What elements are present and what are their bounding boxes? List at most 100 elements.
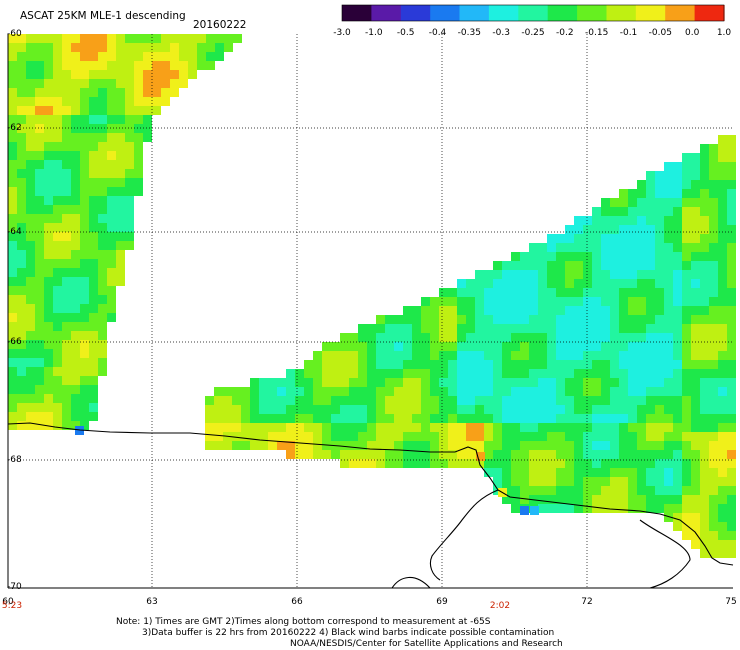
wind-data-cell bbox=[682, 531, 691, 540]
wind-data-cell bbox=[430, 297, 439, 306]
wind-data-cell bbox=[610, 243, 619, 252]
wind-data-cell bbox=[691, 243, 700, 252]
wind-data-cell bbox=[583, 369, 592, 378]
wind-data-cell bbox=[44, 223, 53, 232]
wind-data-cell bbox=[134, 52, 143, 61]
wind-data-cell bbox=[475, 270, 484, 279]
wind-data-cell bbox=[493, 306, 502, 315]
wind-data-cell bbox=[98, 214, 107, 223]
wind-data-cell bbox=[511, 252, 520, 261]
wind-data-cell bbox=[547, 261, 556, 270]
wind-data-cell bbox=[98, 349, 107, 358]
wind-data-cell bbox=[71, 160, 80, 169]
wind-data-cell bbox=[700, 297, 709, 306]
wind-data-cell bbox=[8, 376, 17, 385]
wind-data-cell bbox=[394, 423, 403, 432]
wind-data-cell bbox=[538, 306, 547, 315]
wind-data-cell bbox=[44, 358, 53, 367]
wind-data-cell bbox=[295, 414, 304, 423]
wind-data-cell bbox=[511, 414, 520, 423]
wind-data-cell bbox=[8, 412, 17, 421]
wind-data-cell bbox=[718, 495, 727, 504]
wind-data-cell bbox=[439, 450, 448, 459]
wind-data-cell bbox=[53, 376, 62, 385]
wind-data-cell bbox=[502, 351, 511, 360]
wind-data-cell bbox=[574, 432, 583, 441]
wind-data-cell bbox=[134, 88, 143, 97]
wind-data-cell bbox=[232, 441, 241, 450]
wind-data-cell bbox=[493, 468, 502, 477]
wind-data-cell bbox=[71, 385, 80, 394]
wind-data-cell bbox=[268, 378, 277, 387]
wind-data-cell bbox=[565, 279, 574, 288]
wind-data-cell bbox=[664, 162, 673, 171]
wind-data-cell bbox=[44, 142, 53, 151]
wind-data-cell bbox=[646, 495, 655, 504]
wind-data-cell bbox=[520, 315, 529, 324]
wind-data-cell bbox=[592, 360, 601, 369]
wind-data-cell bbox=[718, 351, 727, 360]
wind-data-cell bbox=[565, 450, 574, 459]
wind-data-cell bbox=[691, 333, 700, 342]
wind-data-cell bbox=[601, 243, 610, 252]
wind-data-cell bbox=[89, 178, 98, 187]
wind-data-cell bbox=[286, 396, 295, 405]
wind-data-cell bbox=[268, 432, 277, 441]
wind-data-cell bbox=[466, 396, 475, 405]
wind-data-cell bbox=[44, 106, 53, 115]
wind-data-cell bbox=[394, 378, 403, 387]
wind-data-cell bbox=[511, 270, 520, 279]
wind-data-cell bbox=[502, 450, 511, 459]
wind-data-cell bbox=[8, 61, 17, 70]
wind-data-cell bbox=[610, 468, 619, 477]
wind-data-cell bbox=[26, 52, 35, 61]
wind-map bbox=[0, 0, 740, 650]
wind-data-cell bbox=[62, 133, 71, 142]
wind-data-cell bbox=[53, 151, 62, 160]
wind-data-cell bbox=[349, 351, 358, 360]
wind-data-cell bbox=[322, 360, 331, 369]
wind-data-cell bbox=[547, 468, 556, 477]
wind-data-cell bbox=[340, 387, 349, 396]
wind-data-cell bbox=[17, 178, 26, 187]
wind-data-cell bbox=[511, 306, 520, 315]
wind-data-cell bbox=[709, 540, 718, 549]
wind-data-cell bbox=[53, 34, 62, 43]
wind-data-cell bbox=[197, 43, 206, 52]
wind-data-cell bbox=[655, 486, 664, 495]
wind-data-cell bbox=[134, 124, 143, 133]
wind-data-cell bbox=[646, 360, 655, 369]
wind-data-cell bbox=[583, 324, 592, 333]
wind-data-cell bbox=[170, 70, 179, 79]
wind-data-cell bbox=[367, 432, 376, 441]
wind-data-cell bbox=[646, 252, 655, 261]
wind-data-cell bbox=[709, 405, 718, 414]
wind-data-cell bbox=[673, 324, 682, 333]
wind-data-cell bbox=[538, 477, 547, 486]
wind-data-cell bbox=[664, 486, 673, 495]
wind-data-cell bbox=[700, 504, 709, 513]
wind-data-cell bbox=[8, 187, 17, 196]
wind-data-cell bbox=[691, 207, 700, 216]
wind-data-cell bbox=[682, 405, 691, 414]
wind-data-cell bbox=[403, 342, 412, 351]
wind-data-cell bbox=[8, 367, 17, 376]
wind-data-cell bbox=[484, 333, 493, 342]
wind-data-cell bbox=[718, 279, 727, 288]
wind-data-cell bbox=[17, 205, 26, 214]
wind-data-cell bbox=[304, 450, 313, 459]
wind-data-cell bbox=[520, 261, 529, 270]
wind-data-cell bbox=[439, 405, 448, 414]
wind-data-cell bbox=[718, 324, 727, 333]
wind-data-cell bbox=[44, 340, 53, 349]
wind-data-cell bbox=[556, 360, 565, 369]
wind-data-cell bbox=[457, 405, 466, 414]
wind-data-cell bbox=[664, 324, 673, 333]
wind-data-cell bbox=[655, 441, 664, 450]
wind-data-cell bbox=[529, 333, 538, 342]
wind-data-cell bbox=[89, 115, 98, 124]
wind-data-cell bbox=[17, 79, 26, 88]
wind-data-cell bbox=[484, 396, 493, 405]
wind-data-cell bbox=[718, 423, 727, 432]
wind-data-cell bbox=[125, 106, 134, 115]
